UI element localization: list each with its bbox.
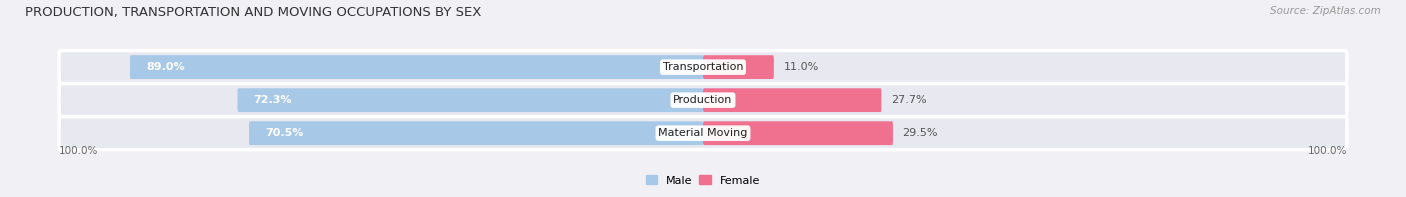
- Legend: Male, Female: Male, Female: [641, 171, 765, 190]
- FancyBboxPatch shape: [59, 84, 1347, 117]
- Text: Transportation: Transportation: [662, 62, 744, 72]
- Text: 100.0%: 100.0%: [59, 146, 98, 156]
- FancyBboxPatch shape: [249, 121, 703, 145]
- Text: PRODUCTION, TRANSPORTATION AND MOVING OCCUPATIONS BY SEX: PRODUCTION, TRANSPORTATION AND MOVING OC…: [25, 6, 482, 19]
- Text: Source: ZipAtlas.com: Source: ZipAtlas.com: [1270, 6, 1381, 16]
- FancyBboxPatch shape: [703, 88, 882, 112]
- FancyBboxPatch shape: [238, 88, 703, 112]
- Text: Material Moving: Material Moving: [658, 128, 748, 138]
- Text: 72.3%: 72.3%: [253, 95, 292, 105]
- FancyBboxPatch shape: [129, 55, 703, 79]
- Text: Production: Production: [673, 95, 733, 105]
- Text: 89.0%: 89.0%: [146, 62, 184, 72]
- Text: 11.0%: 11.0%: [783, 62, 818, 72]
- FancyBboxPatch shape: [703, 55, 773, 79]
- Text: 29.5%: 29.5%: [903, 128, 938, 138]
- FancyBboxPatch shape: [59, 117, 1347, 150]
- FancyBboxPatch shape: [703, 121, 893, 145]
- Text: 100.0%: 100.0%: [1308, 146, 1347, 156]
- Text: 70.5%: 70.5%: [266, 128, 304, 138]
- FancyBboxPatch shape: [59, 51, 1347, 84]
- Text: 27.7%: 27.7%: [891, 95, 927, 105]
